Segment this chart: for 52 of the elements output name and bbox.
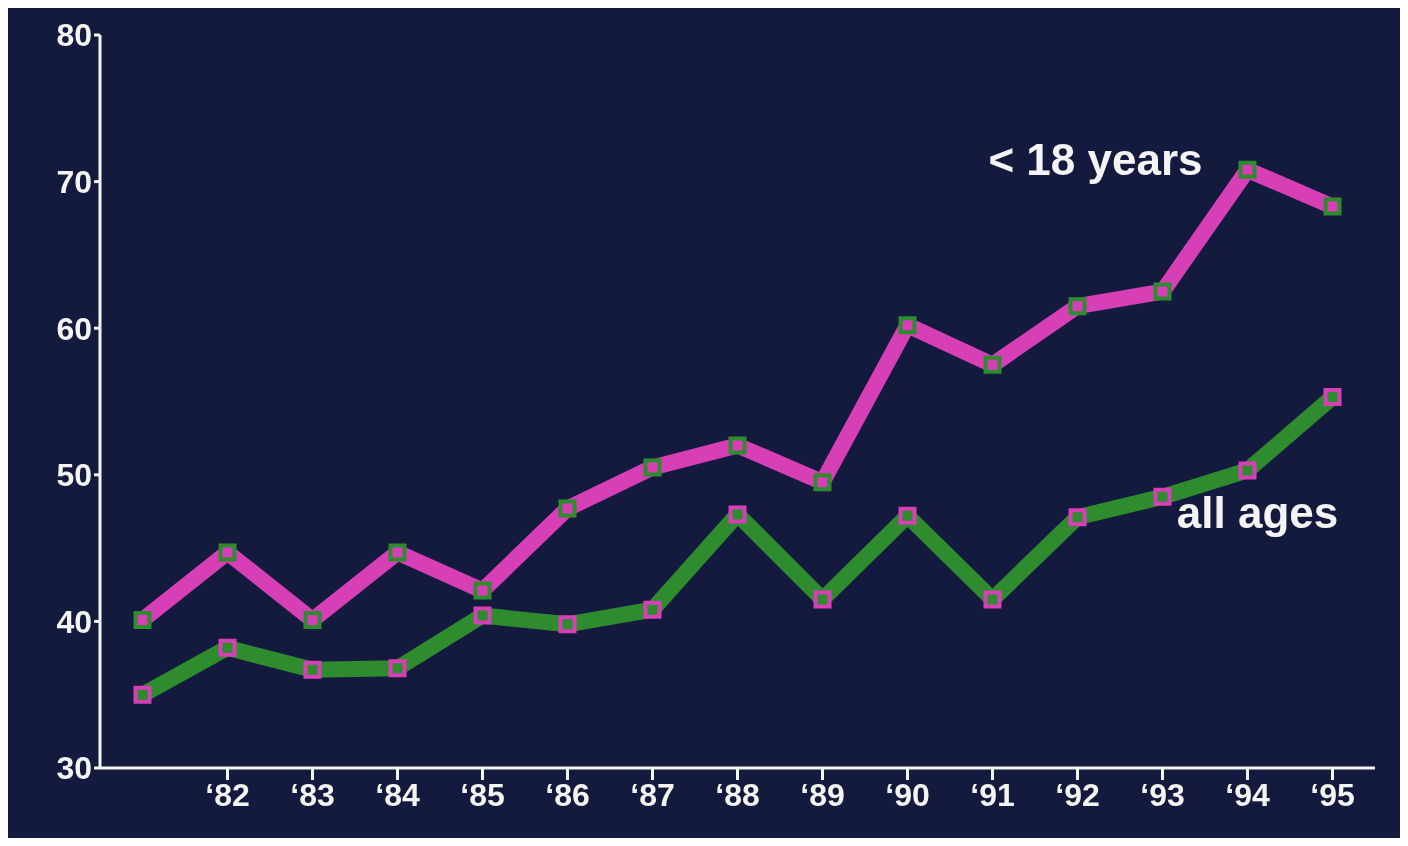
point bbox=[728, 505, 747, 524]
point bbox=[133, 685, 152, 704]
point bbox=[728, 436, 747, 455]
y-tick-label: 70 bbox=[56, 163, 92, 200]
x-tick-label: ‘84 bbox=[375, 777, 420, 813]
point bbox=[303, 610, 322, 629]
point bbox=[1153, 487, 1172, 506]
point bbox=[643, 458, 662, 477]
series-label: all ages bbox=[1176, 488, 1339, 538]
x-tick-label: ‘88 bbox=[715, 777, 760, 813]
point bbox=[218, 638, 237, 657]
x-tick-label: ‘86 bbox=[545, 777, 590, 813]
x-tick-label: ‘95 bbox=[1310, 777, 1355, 813]
x-tick-label: ‘89 bbox=[800, 777, 845, 813]
x-tick-label: ‘92 bbox=[1055, 777, 1100, 813]
point bbox=[388, 659, 407, 678]
point bbox=[643, 600, 662, 619]
point bbox=[1153, 282, 1172, 301]
series-label: < 18 years bbox=[988, 134, 1203, 184]
x-tick-label: ‘90 bbox=[885, 777, 930, 813]
point bbox=[1068, 508, 1087, 527]
point bbox=[473, 581, 492, 600]
point bbox=[133, 610, 152, 629]
point bbox=[1238, 461, 1257, 480]
point bbox=[473, 606, 492, 625]
point bbox=[388, 543, 407, 562]
x-tick-label: ‘82 bbox=[205, 777, 250, 813]
point bbox=[558, 615, 577, 634]
point bbox=[1323, 388, 1342, 407]
y-tick-label: 30 bbox=[56, 750, 92, 787]
point bbox=[983, 590, 1002, 609]
y-tick-label: 80 bbox=[56, 17, 92, 54]
point bbox=[898, 506, 917, 525]
y-tick-label: 60 bbox=[56, 310, 92, 347]
point bbox=[1068, 297, 1087, 316]
x-tick-label: ‘93 bbox=[1140, 777, 1185, 813]
point bbox=[898, 316, 917, 335]
point bbox=[218, 543, 237, 562]
y-tick-label: 50 bbox=[56, 457, 92, 494]
point bbox=[558, 499, 577, 518]
x-tick-label: ‘85 bbox=[460, 777, 505, 813]
x-tick-label: ‘94 bbox=[1225, 777, 1270, 813]
y-tick-label: 40 bbox=[56, 603, 92, 640]
point bbox=[813, 590, 832, 609]
point bbox=[1323, 197, 1342, 216]
x-tick-label: ‘87 bbox=[630, 777, 675, 813]
point bbox=[983, 355, 1002, 374]
point bbox=[813, 473, 832, 492]
point bbox=[1238, 160, 1257, 179]
point bbox=[303, 660, 322, 679]
x-tick-label: ‘91 bbox=[970, 777, 1015, 813]
x-tick-label: ‘83 bbox=[290, 777, 335, 813]
